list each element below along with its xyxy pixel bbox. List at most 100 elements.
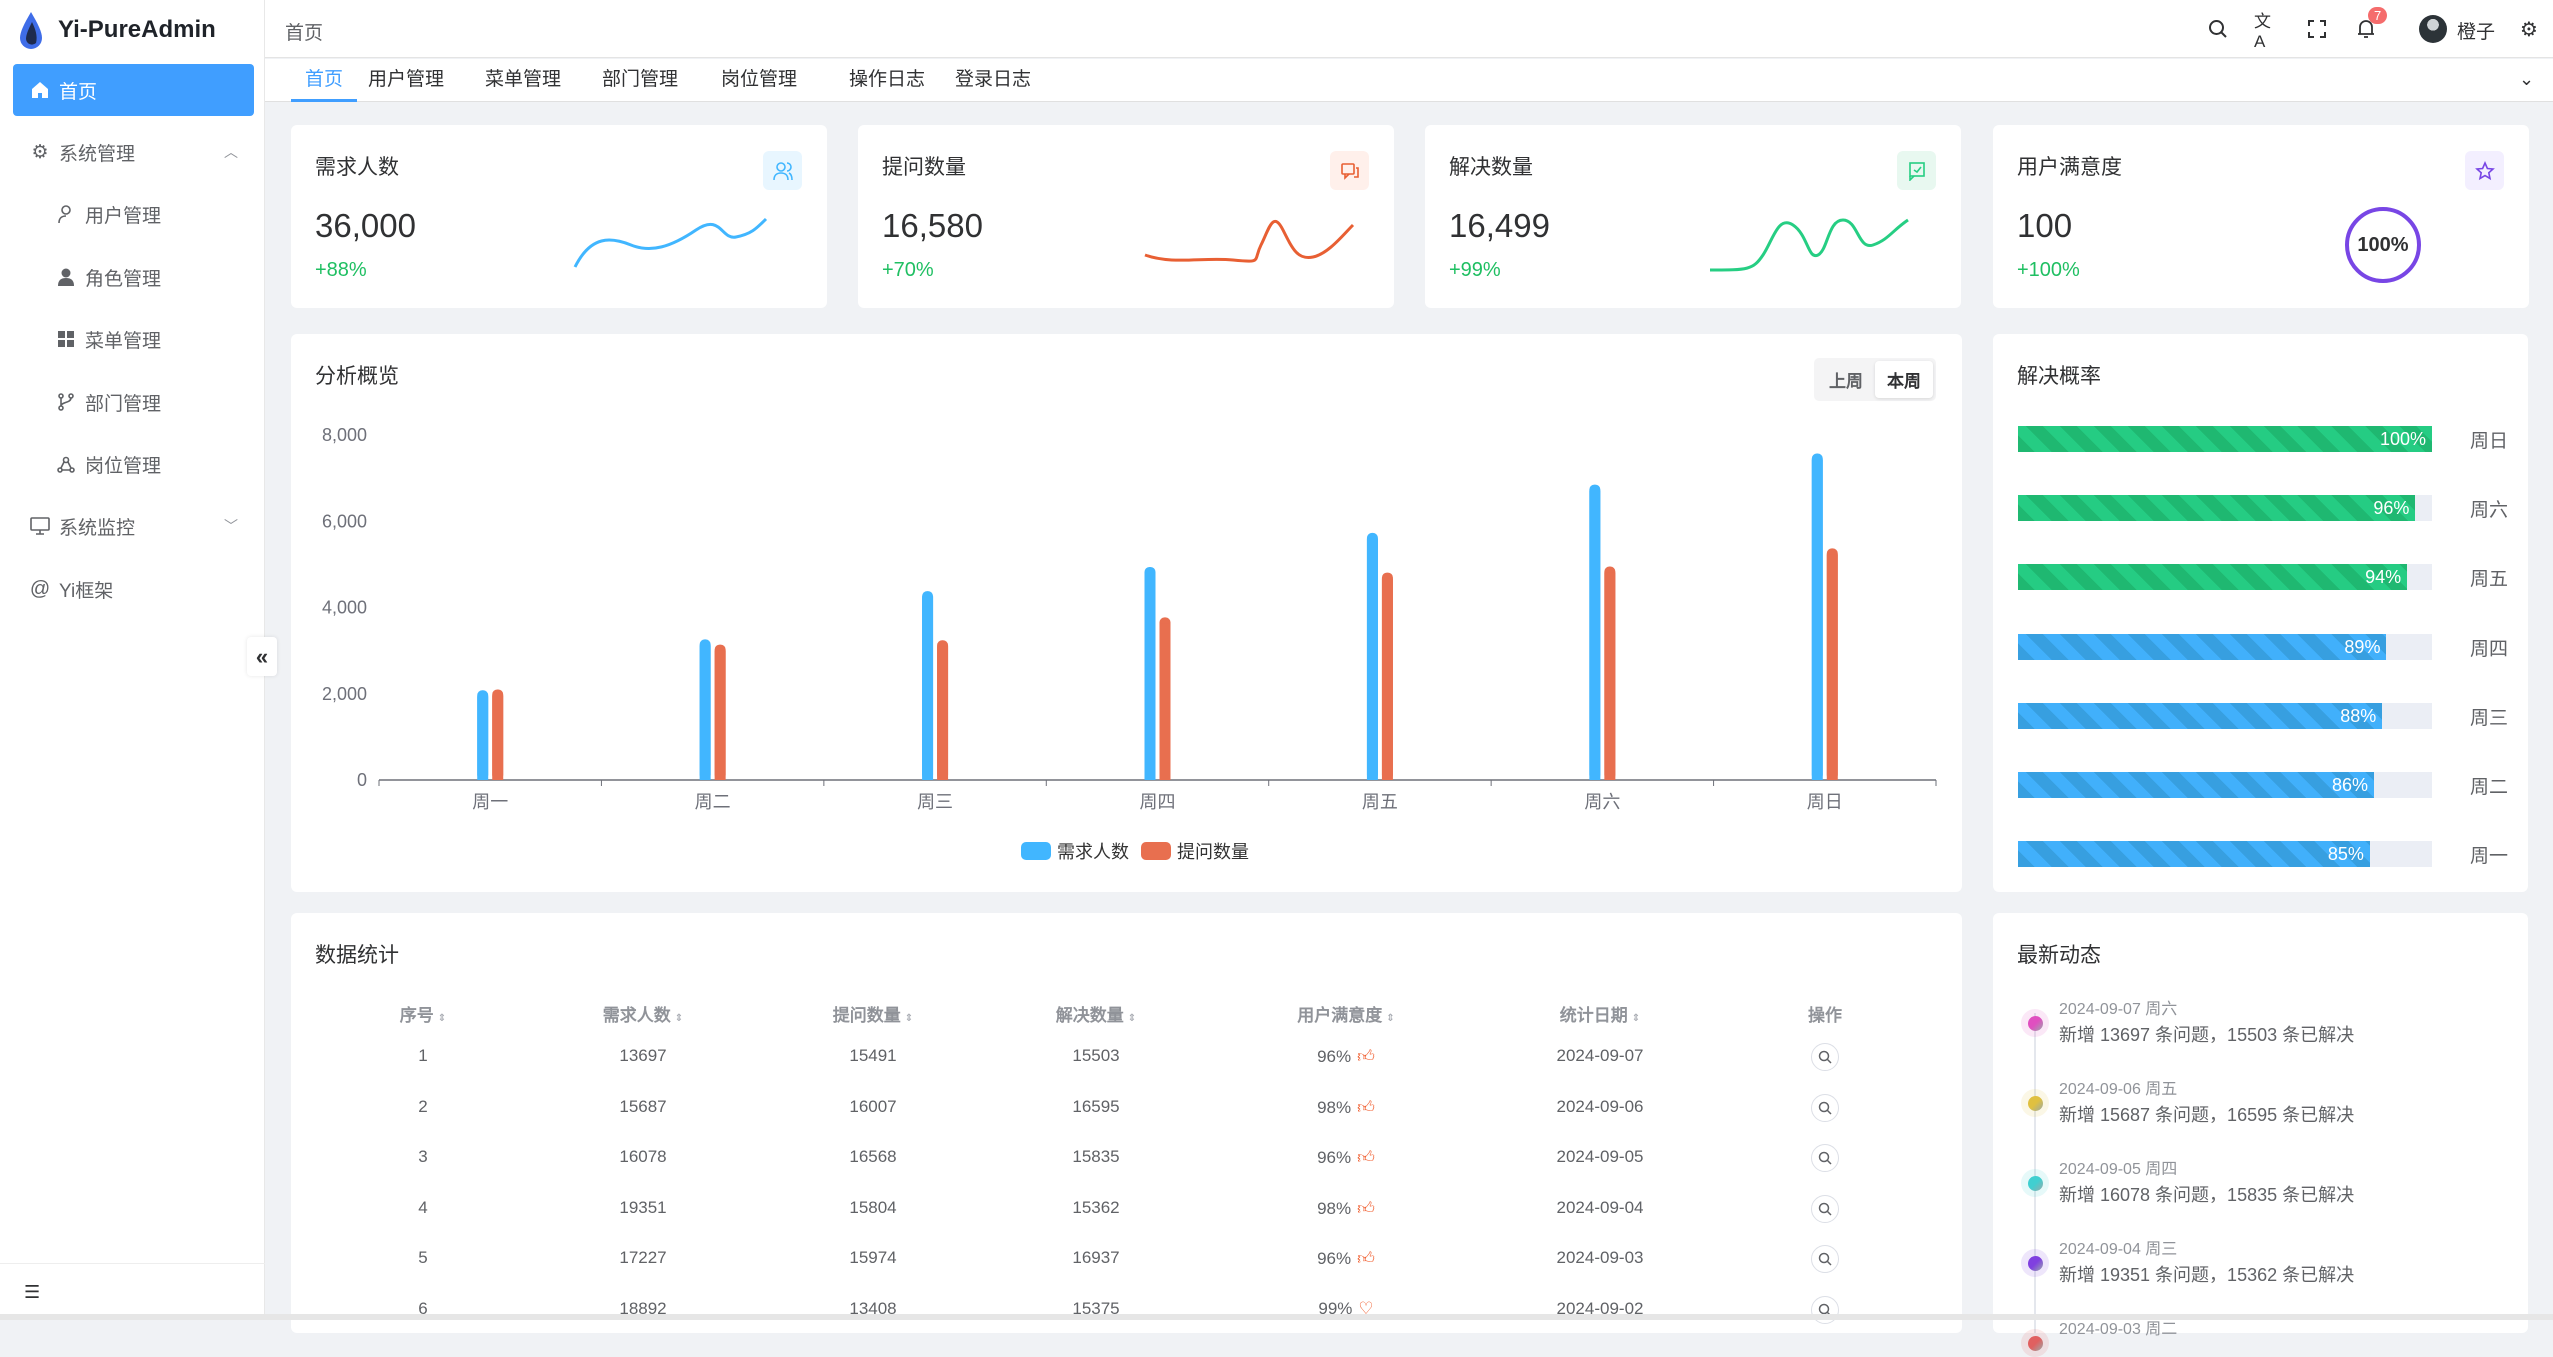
table-cell: 15835 [1072,1147,1119,1167]
cell-text: 19351 [619,1197,667,1217]
tab-menus[interactable]: 菜单管理 [485,69,562,90]
sort-icon[interactable]: ⇕ [674,1013,684,1024]
top-header: 首页 文A 7 橙子 ⚙ [265,0,2553,58]
week-segmented-control: 上周 本周 [1814,358,1936,401]
y-tick-label: 8,000 [322,425,367,445]
x-tick-label: 周日 [1807,792,1843,812]
search-icon [1818,1050,1832,1064]
users-icon [763,151,802,190]
cell-text: 15362 [1072,1197,1120,1217]
column-label: 需求人数 [602,1006,671,1025]
view-button[interactable] [1811,1093,1839,1122]
menu-fold-icon[interactable]: ☰ [24,1281,41,1302]
sparkline [1144,220,1355,263]
card-title: 数据统计 [315,944,399,967]
rate-value: 100% [2379,429,2426,449]
legend-label[interactable]: 提问数量 [1177,842,1249,862]
sidebar-item-menus[interactable]: 菜单管理 [13,313,254,365]
tab-oplog[interactable]: 操作日志 [849,69,926,90]
view-button[interactable] [1811,1043,1839,1071]
bar-body [1604,572,1616,780]
sidebar-item-users[interactable]: 用户管理 [13,188,254,240]
rate-fill: 100% [2018,426,2432,452]
horizontal-scrollbar[interactable] [0,1314,2553,1320]
sidebar-item-home[interactable]: 首页 [13,64,254,116]
rate-value: 85% [2327,844,2364,864]
sort-icon[interactable]: ⇕ [437,1013,447,1024]
bar-body [1144,572,1156,780]
sort-icon[interactable]: ⇕ [1631,1013,1641,1024]
breadcrumb[interactable]: 首页 [285,23,324,44]
tab-users[interactable]: 用户管理 [368,69,445,90]
legend-label[interactable]: 需求人数 [1057,842,1129,862]
table-cell: 98% 👍︎ [1317,1198,1375,1219]
view-button[interactable] [1811,1194,1839,1223]
cell-text: 16937 [1072,1248,1120,1268]
branch-icon [55,391,77,413]
timeline-dot [2021,1249,2049,1277]
fullscreen-icon[interactable] [2305,17,2329,41]
tab-loginlog[interactable]: 登录日志 [955,69,1032,90]
bar-body [1381,578,1393,780]
cell-text: 13408 [849,1299,897,1318]
sidebar-item-posts[interactable]: 岗位管理 [13,438,254,490]
bar-body [1159,623,1171,780]
column-header[interactable]: 序号 ⇕ [400,1001,446,1026]
search-icon[interactable] [2206,17,2230,41]
at-icon: @ [29,577,51,600]
x-tick-label: 周四 [1140,792,1176,812]
column-header[interactable]: 需求人数 ⇕ [603,1001,683,1026]
sidebar-item-roles[interactable]: 角色管理 [13,251,254,303]
table-cell: 4 [418,1198,427,1218]
sort-icon[interactable]: ⇕ [904,1013,914,1024]
table-cell: 2024-09-05 [1557,1147,1644,1167]
sort-icon[interactable]: ⇕ [1127,1013,1137,1024]
column-header[interactable]: 提问数量 ⇕ [833,1001,913,1026]
search-icon [1818,1253,1832,1266]
table-cell: 13408 [849,1299,896,1319]
rate-progress-bar: 86% [2018,772,2432,798]
table-cell: 2024-09-02 [1557,1299,1644,1319]
view-button[interactable] [1811,1245,1839,1274]
sidebar-item-yi[interactable]: @ Yi框架 [13,563,254,615]
column-header[interactable]: 统计日期 ⇕ [1560,1001,1640,1026]
tab-home[interactable]: 首页 [291,59,358,102]
translate-icon[interactable]: 文A [2254,11,2271,51]
column-header[interactable]: 解决数量 ⇕ [1056,1001,1136,1026]
column-header: 操作 [1808,1001,1842,1026]
collapse-sidebar-button[interactable]: « [247,637,277,676]
legend-swatch[interactable] [1021,842,1051,860]
avatar[interactable] [2419,15,2447,43]
chevron-down-icon[interactable]: ⌄ [2519,69,2535,89]
tab-depts[interactable]: 部门管理 [602,69,679,90]
column-header[interactable]: 用户满意度 ⇕ [1297,1001,1394,1026]
cell-text: 2 [418,1096,428,1116]
x-tick-label: 周三 [917,792,953,812]
cell-text: 2024-09-06 [1556,1096,1644,1116]
legend-swatch[interactable] [1141,842,1171,860]
bar-body [1589,490,1601,780]
tab-posts[interactable]: 岗位管理 [721,69,798,90]
username[interactable]: 橙子 [2457,22,2496,43]
seg-this-week[interactable]: 本周 [1875,361,1933,398]
timeline-dot [2021,1169,2049,1197]
sidebar-item-system[interactable]: ⚙ 系统管理 ︿ [13,126,254,178]
view-button[interactable] [1811,1144,1839,1173]
x-tick-label: 周五 [1362,792,1398,812]
sidebar-item-label: 用户管理 [85,205,162,227]
table-cell: 18892 [619,1299,666,1319]
timeline-text: 新增 13697 条问题，15503 条已解决 [2059,1025,2355,1045]
cell-text: 99% [1318,1299,1353,1318]
sort-icon[interactable]: ⇕ [1386,1013,1395,1024]
seg-last-week[interactable]: 上周 [1829,372,1863,391]
table-cell: 5 [418,1248,427,1268]
timeline-date: 2024-09-07 周六 [2059,1001,2178,1018]
bell-icon[interactable]: 7 [2354,7,2388,41]
grid-icon [55,328,77,350]
cell-text: 16568 [849,1147,897,1167]
logo[interactable]: Yi-PureAdmin [18,10,216,50]
sidebar-item-depts[interactable]: 部门管理 [13,376,254,428]
gear-icon[interactable]: ⚙ [2520,18,2538,41]
tab-bar: 首页 用户管理 菜单管理 部门管理 岗位管理 操作日志 登录日志 ⌄ [265,59,2553,102]
sidebar-item-monitor[interactable]: 系统监控 ﹀ [13,500,254,552]
